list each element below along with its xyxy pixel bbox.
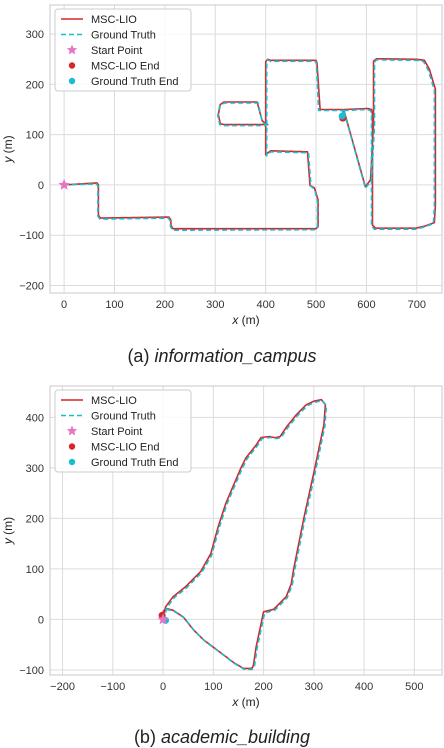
- x-axis-label: x (​m): [231, 313, 259, 327]
- y-tick-label: 200: [26, 79, 44, 91]
- x-tick-label: 100: [105, 299, 123, 311]
- x-axis-label-var: x: [231, 313, 239, 327]
- series-ground-truth-line: [64, 58, 344, 231]
- y-tick-label: 0: [38, 614, 44, 626]
- legend-label: MSC-LIO: [91, 14, 137, 26]
- y-axis-label-unit: (m): [1, 135, 15, 156]
- chart-a: 0 100 200 300 400 500 600 700 −200 −100 0 100 200 300…: [1, 4, 443, 327]
- x-axis-label-var: x: [231, 695, 239, 709]
- legend: MSC-LIO Ground Truth Start Point MSC-LIO En…: [54, 389, 192, 473]
- legend-label: MSC-LIO End: [91, 61, 159, 73]
- x-tick-label: 400: [256, 299, 274, 311]
- x-axis-label-unit: (​m): [238, 313, 259, 327]
- legend-handle-ground-truth-end: [68, 458, 76, 466]
- x-tick-label: 100: [204, 681, 222, 693]
- marker-ground-truth-end: [338, 112, 346, 120]
- y-tick-label: −100: [19, 665, 44, 677]
- y-tick-label: 100: [26, 130, 44, 142]
- x-tick-label: −200: [50, 681, 75, 693]
- x-tick-label: 500: [307, 299, 325, 311]
- x-tick-label: 0: [61, 299, 67, 311]
- legend-handle-msc-lio-end: [68, 62, 76, 69]
- y-tick-label: 0: [38, 180, 44, 192]
- x-tick-label: −100: [100, 681, 125, 693]
- legend-handle-start-point: [66, 425, 78, 436]
- plot-frame: [49, 4, 443, 294]
- caption-b-name: academic_building: [160, 727, 311, 747]
- legend-handle-msc-lio-end: [68, 443, 76, 450]
- legend-label: Ground Truth: [91, 411, 156, 423]
- x-axis-label: x (​m): [231, 695, 259, 709]
- x-tick-label: 300: [305, 681, 323, 693]
- x-tick-label: 700: [408, 299, 426, 311]
- legend-handle-start-point: [66, 44, 78, 55]
- y-tick-label: 100: [26, 564, 44, 576]
- series-msc-lio-line: [342, 57, 437, 229]
- x-tick-label: 200: [156, 299, 174, 311]
- marker-start-point: [157, 613, 169, 625]
- marker-start-point: [58, 178, 70, 190]
- caption-a-prefix: (a): [127, 346, 150, 366]
- series-group: [157, 398, 328, 671]
- legend-handle-ground-truth-end: [68, 77, 76, 85]
- series-msc-lio-line: [217, 101, 269, 126]
- legend-label: MSC-LIO: [91, 395, 137, 407]
- caption-b: (b) academic_building: [0, 727, 444, 748]
- x-axis-label-unit: (​m): [238, 695, 259, 709]
- y-tick-label: 300: [26, 29, 44, 41]
- x-tick-label: 200: [254, 681, 272, 693]
- x-tick-label: 300: [206, 299, 224, 311]
- series-msc-lio-line: [161, 398, 327, 670]
- y-axis-label: y (m): [1, 517, 15, 545]
- caption-b-prefix: (b): [133, 727, 156, 747]
- y-tick-label: −200: [19, 280, 44, 292]
- series-msc-lio-line: [64, 58, 344, 230]
- legend: MSC-LIO Ground Truth Start Point MSC-LIO En…: [54, 8, 192, 92]
- series-ground-truth-line: [217, 102, 268, 127]
- y-tick-label: −100: [19, 230, 44, 242]
- legend-label: Ground Truth: [91, 30, 156, 42]
- legend-label: Ground Truth End: [91, 457, 178, 469]
- chart-b: −200 −100 0 100 200 300 400 500 −100 0 100 200 300 40…: [1, 385, 443, 709]
- series-ground-truth-line: [342, 58, 436, 230]
- legend-label: Start Point: [91, 426, 142, 438]
- series-ground-truth-line: [162, 399, 328, 671]
- series-group: [58, 57, 437, 231]
- y-axis-label-unit: (m): [1, 517, 15, 538]
- y-axis-label: y (m): [1, 135, 15, 163]
- x-tick-label: 0: [160, 681, 166, 693]
- y-axis-label-var: y: [1, 537, 15, 545]
- y-tick-label: 200: [26, 513, 44, 525]
- legend-label: MSC-LIO End: [91, 442, 159, 454]
- caption-a-name: information_campus: [154, 346, 317, 366]
- legend-label: Start Point: [91, 45, 142, 57]
- x-tick-label: 400: [355, 681, 373, 693]
- x-tick-label: 600: [357, 299, 375, 311]
- y-tick-label: 400: [26, 412, 44, 424]
- y-axis-label-var: y: [1, 156, 15, 164]
- legend-label: Ground Truth End: [91, 76, 178, 88]
- legend-box: [54, 389, 192, 473]
- legend-box: [54, 8, 192, 92]
- y-tick-label: 300: [26, 463, 44, 475]
- plot-frame: [49, 385, 443, 676]
- caption-a: (a) information_campus: [0, 346, 444, 367]
- x-tick-label: 500: [405, 681, 423, 693]
